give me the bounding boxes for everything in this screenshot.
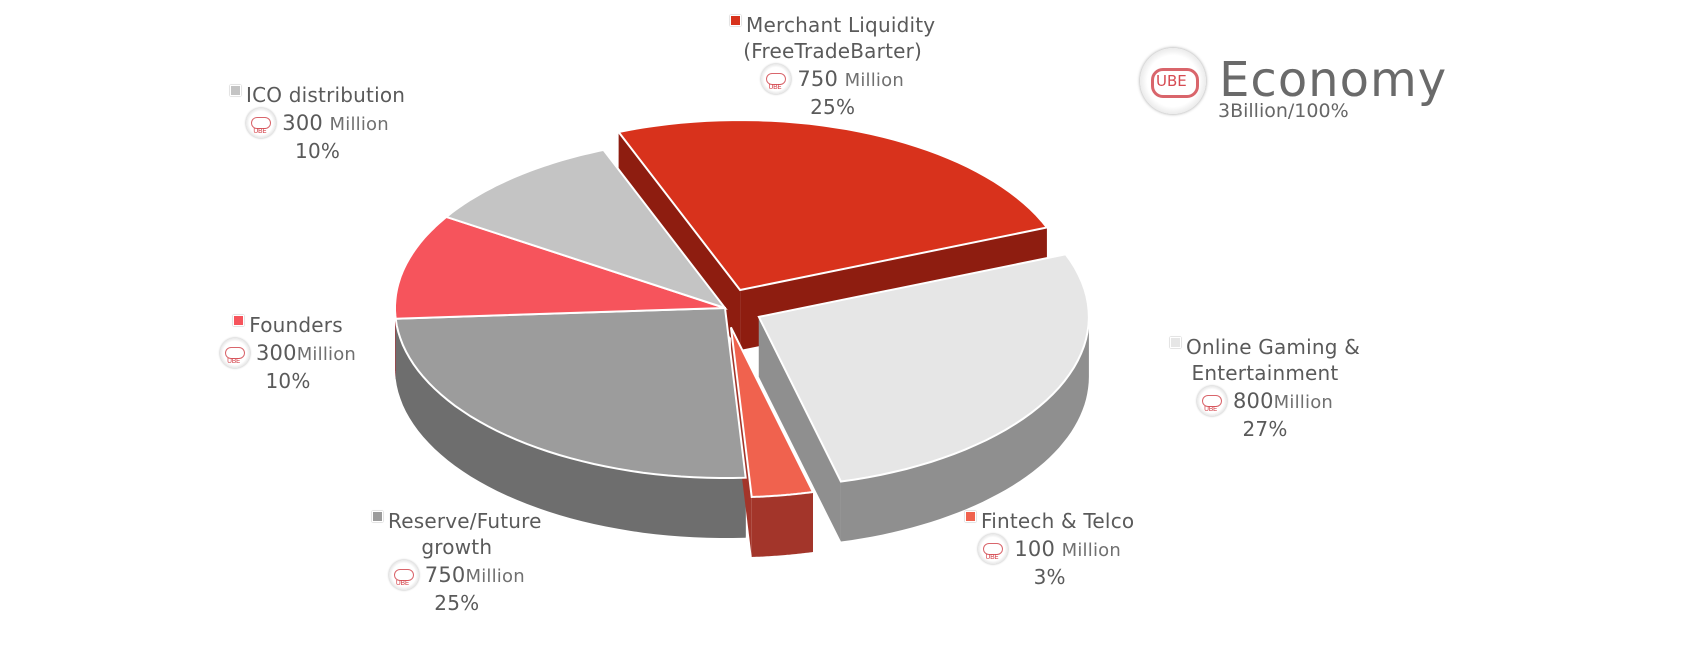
label-name: (FreeTradeBarter) [743, 39, 923, 63]
slice-wall [758, 316, 841, 542]
label-amount: 100 [1014, 537, 1056, 561]
pie-slice [616, 119, 1049, 292]
pie-slice [394, 215, 726, 320]
label-amount: 300 [256, 341, 297, 365]
label-founders: Founders UBE 300Million 10% [220, 312, 356, 394]
legend-square [730, 15, 741, 26]
slice-side [751, 492, 813, 557]
label-unit: Million [1273, 392, 1334, 413]
label-unit: Million [465, 566, 525, 587]
label-name: Entertainment [1191, 361, 1339, 385]
label-percent: 27% [1242, 417, 1288, 441]
label-amount: 750 [797, 67, 839, 91]
label-merchant-liquidity: Merchant Liquidity (FreeTradeBarter) UBE… [730, 12, 935, 120]
economy-header: UBE Economy 3Billion/100% [1140, 48, 1448, 122]
label-amount: 300 [282, 111, 323, 135]
slice-side [395, 308, 396, 379]
ube-coin-icon: UBE [220, 338, 250, 368]
label-name: growth [421, 535, 493, 559]
label-percent: 25% [810, 95, 856, 119]
label-percent: 3% [1033, 565, 1066, 589]
legend-square [233, 315, 245, 326]
legend-square [372, 511, 383, 522]
pie-slice [394, 306, 747, 479]
label-ico-distribution: ICO distribution UBE 300 Million 10% [230, 82, 405, 164]
label-name: Merchant Liquidity [746, 13, 936, 37]
label-online-gaming: Online Gaming & Entertainment UBE 800Mill… [1170, 334, 1360, 442]
label-name: ICO distribution [246, 83, 406, 107]
legend-square [1170, 337, 1181, 348]
label-percent: 25% [434, 591, 480, 615]
pie-slice [444, 148, 728, 310]
legend-square [965, 511, 976, 522]
label-percent: 10% [265, 369, 311, 393]
label-unit: Million [844, 70, 904, 91]
pie-slice [729, 326, 815, 499]
label-name: Fintech & Telco [981, 509, 1135, 533]
label-percent: 10% [295, 139, 341, 163]
label-unit: Million [329, 114, 389, 135]
label-name: Founders [249, 313, 343, 337]
ube-logo: UBE [1140, 48, 1206, 114]
ube-coin-icon: UBE [978, 534, 1009, 564]
label-reserve-future-growth: Reserve/Future growth UBE 750Million 25% [372, 508, 542, 616]
chart-title: Economy [1219, 52, 1448, 108]
label-fintech-telco: Fintech & Telco UBE 100 Million 3% [965, 508, 1134, 590]
ube-coin-icon: UBE [388, 560, 419, 590]
chart-total: 3Billion/100% [1218, 100, 1349, 122]
ube-coin-icon: UBE [246, 108, 277, 138]
label-name: Reserve/Future [388, 509, 542, 533]
label-unit: Million [296, 344, 357, 365]
slice-side [395, 318, 746, 538]
label-unit: Million [1061, 540, 1121, 561]
legend-square [230, 85, 241, 96]
label-amount: 750 [424, 563, 466, 587]
label-name: Online Gaming & [1186, 335, 1360, 359]
ube-coin-icon: UBE [761, 64, 792, 94]
label-amount: 800 [1232, 389, 1274, 413]
slice-side [840, 316, 1089, 542]
pie-slice [757, 253, 1090, 483]
ube-coin-icon: UBE [1196, 386, 1227, 416]
